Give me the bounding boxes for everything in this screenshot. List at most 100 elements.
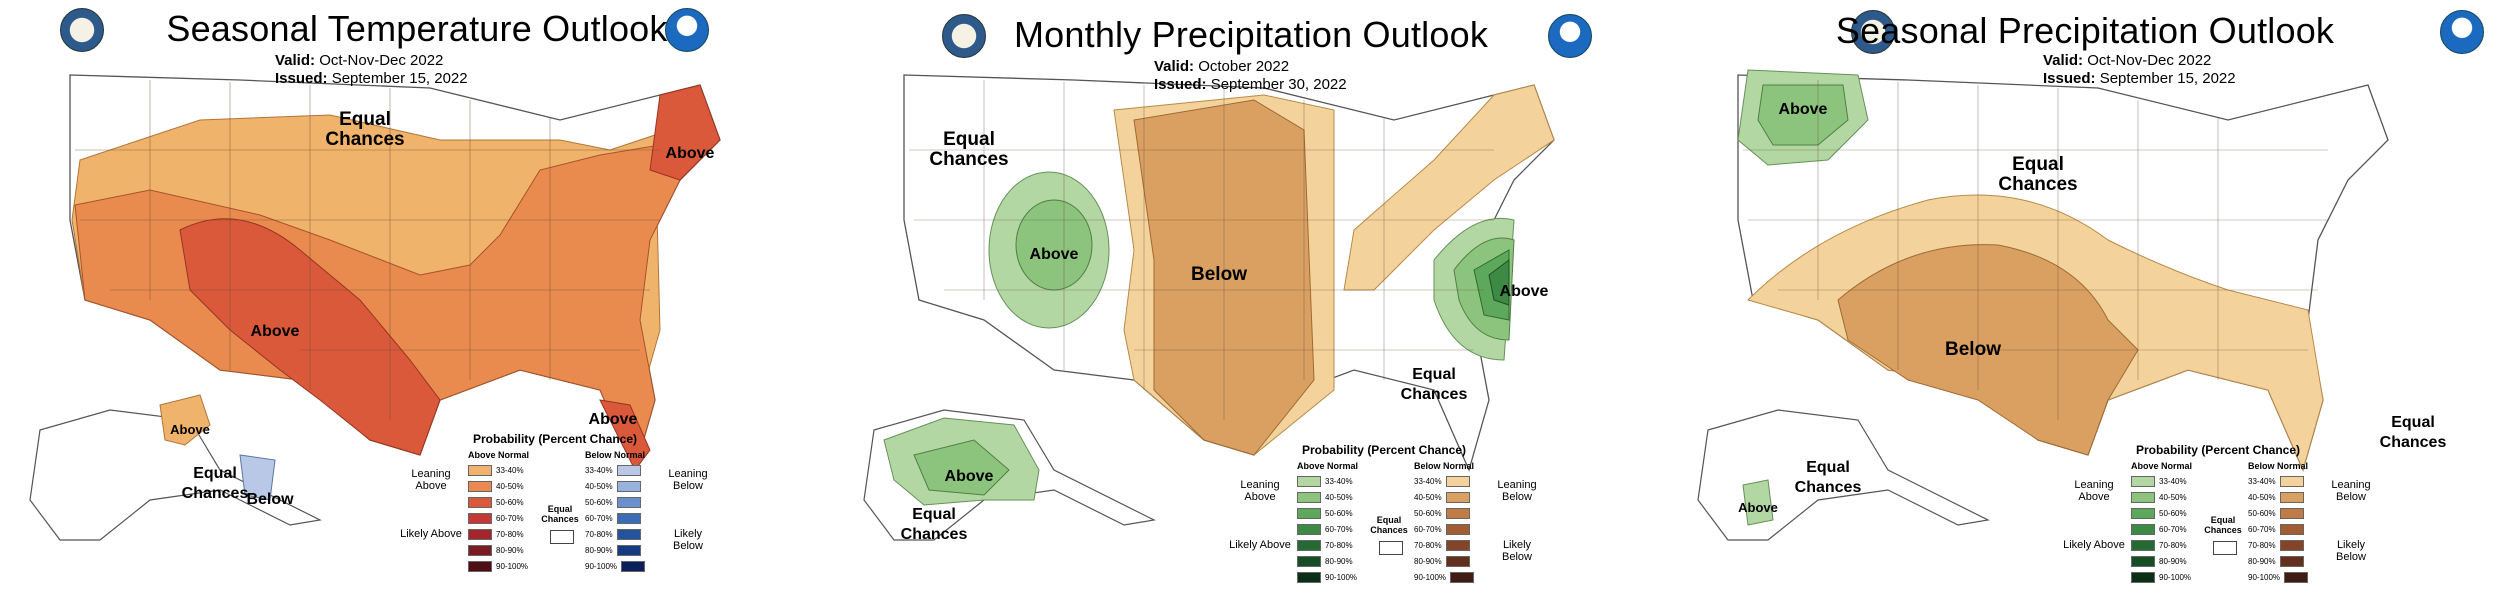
legend-range: 40-50% — [2248, 493, 2276, 502]
map-label: Below — [1191, 264, 1247, 285]
legend-row-below: 70-80% — [2248, 539, 2304, 552]
legend-row-above: 33-40% — [2131, 475, 2187, 488]
legend-swatch — [616, 529, 641, 540]
map-label: Equal Chances — [1998, 154, 2078, 195]
valid-issued: Valid: October 2022 Issued: September 30… — [1154, 58, 1347, 94]
legend-swatch — [621, 561, 646, 572]
legend-likely-below: Likely Below — [673, 528, 703, 552]
legend-row-above: 60-70% — [2131, 523, 2187, 536]
map-label: Below — [246, 491, 294, 508]
legend-row-above: 70-80% — [468, 528, 524, 541]
monthly-precip-map — [863, 74, 1555, 541]
legend-row-below: 70-80% — [1414, 539, 1470, 552]
legend-leaning-above: Leaning Above — [2074, 479, 2114, 503]
legend-range: 33-40% — [1414, 477, 1442, 486]
noaa-logo — [2440, 10, 2484, 54]
legend-swatch — [2131, 492, 2155, 503]
legend-swatch — [468, 513, 492, 524]
legend-swatch — [2131, 572, 2155, 583]
legend-swatch — [2279, 508, 2304, 519]
issued-value: September 15, 2022 — [331, 70, 468, 87]
legend-range: 33-40% — [1325, 477, 1353, 486]
legend-equal-chances: Equal Chances — [1370, 515, 1408, 535]
legend-row-below: 50-60% — [585, 496, 641, 509]
legend-row-above: 40-50% — [1297, 491, 1353, 504]
legend: Probability (Percent Chance) Above Normal… — [400, 432, 710, 592]
legend-range: 80-90% — [496, 546, 524, 555]
legend-swatch — [616, 481, 641, 492]
map-label: Equal Chances — [181, 465, 249, 502]
legend-range: 80-90% — [585, 546, 613, 555]
legend-range: 40-50% — [1325, 493, 1353, 502]
legend-swatch — [2131, 556, 2155, 567]
legend-range: 90-100% — [1414, 573, 1447, 582]
legend-range: 80-90% — [1414, 557, 1442, 566]
legend-row-above: 60-70% — [1297, 523, 1353, 536]
legend-row-below: 90-100% — [2248, 571, 2309, 584]
seasonal-precip-panel: Seasonal Precipitation Outlook Valid: Oc… — [1668, 0, 2502, 600]
noaa-logo — [1548, 14, 1592, 58]
valid-issued: Valid: Oct-Nov-Dec 2022 Issued: Septembe… — [275, 52, 468, 88]
map-label: Above — [665, 145, 715, 162]
valid-issued: Valid: Oct-Nov-Dec 2022 Issued: Septembe… — [2043, 52, 2236, 88]
commerce-seal-logo — [1851, 10, 1895, 54]
legend-range: 80-90% — [2248, 557, 2276, 566]
legend-swatch — [1297, 508, 1321, 519]
legend-range: 50-60% — [2248, 509, 2276, 518]
legend-range: 33-40% — [2159, 477, 2187, 486]
legend-likely-above: Likely Above — [2063, 539, 2125, 551]
legend-swatch — [468, 481, 492, 492]
temperature-map — [29, 74, 721, 541]
legend-range: 70-80% — [2248, 541, 2276, 550]
legend-swatch — [1445, 524, 1470, 535]
legend-row-below: 40-50% — [585, 480, 641, 493]
legend-range: 60-70% — [585, 514, 613, 523]
legend-swatch — [2131, 508, 2155, 519]
legend-range: 33-40% — [2248, 477, 2276, 486]
legend: Probability (Percent Chance) Above Normal… — [2063, 443, 2373, 603]
legend-equal-swatch — [1379, 541, 1403, 555]
map-label: Above — [170, 422, 210, 437]
legend-row-above: 33-40% — [1297, 475, 1353, 488]
legend-range: 70-80% — [2159, 541, 2187, 550]
map-label: Equal Chances — [900, 506, 968, 543]
issued-label: Issued: — [2043, 70, 2096, 87]
panel-title: Seasonal Precipitation Outlook — [1835, 10, 2335, 51]
legend-row-below: 50-60% — [1414, 507, 1470, 520]
legend-title: Probability (Percent Chance) — [1301, 443, 1467, 457]
legend-likely-below: Likely Below — [1502, 539, 1532, 563]
legend-swatch — [1445, 476, 1470, 487]
legend-row-below: 40-50% — [2248, 491, 2304, 504]
map-label: Above — [1029, 246, 1079, 263]
legend-row-below: 70-80% — [585, 528, 641, 541]
legend-equal-swatch — [550, 530, 574, 544]
issued-label: Issued: — [1154, 76, 1207, 93]
legend-swatch — [468, 545, 492, 556]
legend-range: 60-70% — [496, 514, 524, 523]
legend-swatch — [1445, 508, 1470, 519]
legend-range: 40-50% — [1414, 493, 1442, 502]
legend-row-above: 60-70% — [468, 512, 524, 525]
legend-range: 60-70% — [2248, 525, 2276, 534]
legend-swatch — [616, 513, 641, 524]
legend-swatch — [2131, 476, 2155, 487]
legend-row-above: 90-100% — [2131, 571, 2191, 584]
legend-likely-above: Likely Above — [400, 528, 462, 540]
legend-likely-above: Likely Above — [1229, 539, 1291, 551]
map-label: Below — [1945, 339, 2001, 360]
legend-swatch — [2284, 572, 2309, 583]
legend-row-above: 33-40% — [468, 464, 524, 477]
legend-row-below: 90-100% — [1414, 571, 1475, 584]
valid-label: Valid: — [275, 52, 316, 69]
issued-label: Issued: — [275, 70, 328, 87]
seasonal-precip-map — [1697, 69, 2389, 541]
panel-title: Monthly Precipitation Outlook — [1013, 14, 1489, 55]
legend-leaning-above: Leaning Above — [1240, 479, 1280, 503]
legend-swatch — [468, 529, 492, 540]
legend-swatch — [1450, 572, 1475, 583]
legend-swatch — [468, 561, 492, 572]
legend-range: 33-40% — [585, 466, 613, 475]
legend-swatch — [1297, 540, 1321, 551]
legend-row-above: 50-60% — [2131, 507, 2187, 520]
legend-row-below: 60-70% — [1414, 523, 1470, 536]
